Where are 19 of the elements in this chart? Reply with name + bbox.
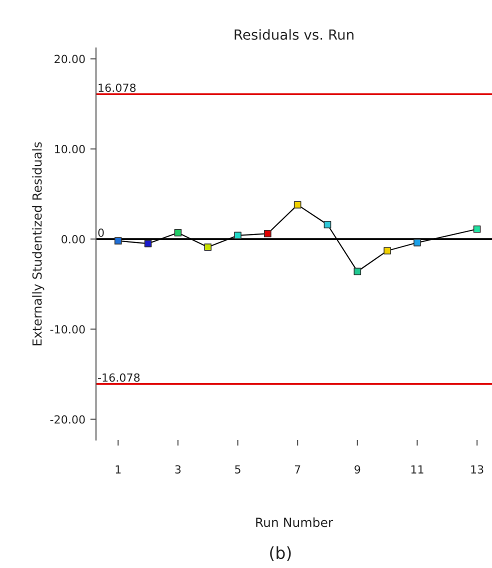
y-tick-label: 0.00 (62, 235, 85, 244)
x-tick-label: 5 (235, 465, 240, 474)
x-tick-label: 1 (116, 465, 121, 474)
ref-line-label: 0 (98, 228, 104, 237)
y-axis-title: Externally Studentized Residuals (32, 142, 44, 346)
x-tick-label: 3 (175, 465, 181, 474)
x-tick-label: 13 (471, 465, 484, 474)
x-axis-title: Run Number (256, 517, 334, 528)
ref-line-label: 16.078 (98, 84, 136, 92)
y-tick-label: 20.00 (54, 54, 85, 64)
y-tick-label: -10.00 (50, 325, 85, 334)
ref-line-label: -16.078 (98, 373, 140, 382)
x-tick-label: 7 (294, 465, 300, 474)
chart-title: Residuals vs. Run (234, 29, 354, 40)
y-tick-label: 10.00 (54, 144, 85, 154)
y-tick-label: -20.00 (50, 415, 85, 424)
x-tick-label: 9 (354, 465, 360, 474)
x-tick-label: 11 (411, 465, 424, 474)
text: (b) (270, 546, 291, 562)
